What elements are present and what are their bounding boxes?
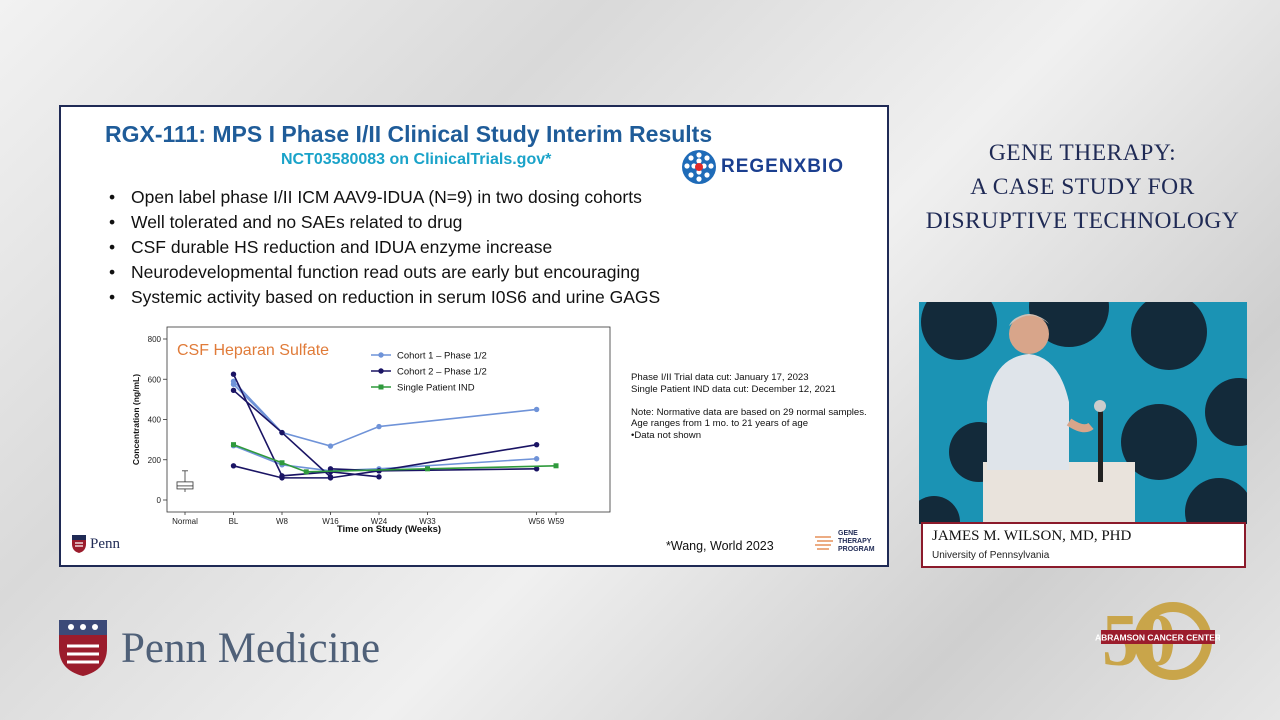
x-axis-label: Time on Study (Weeks) [337,524,441,535]
penn-small-logo: Penn [71,534,120,554]
penn-small-text: Penn [90,535,120,552]
note-line: •Data not shown [631,429,702,441]
data-point [279,429,285,436]
data-point [327,443,334,449]
data-point [279,475,285,481]
x-tick-label: Normal [172,517,198,526]
gtp-lines-icon [815,536,833,550]
y-tick-label: 600 [148,375,162,384]
y-tick-label: 400 [148,416,162,425]
plot-frame [166,326,611,513]
speaker-video-image [919,302,1247,524]
data-point [230,371,237,377]
cancer-center-text: ABRAMSON CANCER CENTER [1095,633,1220,643]
x-tick-label: W8 [276,517,289,526]
data-point [533,466,540,472]
data-point [425,466,430,472]
y-tick-label: 800 [148,335,162,344]
slide-panel: RGX-111: MPS I Phase I/II Clinical Study… [59,105,889,567]
data-point [303,469,309,475]
x-tick-label: W16 [322,517,339,526]
data-point [327,475,334,481]
penn-medicine-text: Penn Medicine [121,624,381,672]
note-line: Phase I/II Trial data cut: January 17, 2… [631,372,809,383]
gtp-line: THERAPY [838,538,872,545]
legend-label: Cohort 2 – Phase 1/2 [397,367,487,378]
speaker-video [919,302,1247,524]
speaker-org: University of Pennsylvania [932,550,1050,561]
data-point [230,463,237,469]
y-axis-label: Concentration (ng/mL) [131,374,141,465]
gene-therapy-program-logo: GENE THERAPY PROGRAM [813,530,875,554]
normal-box [176,481,194,490]
y-tick-label: 0 [157,496,162,505]
data-point [533,456,540,462]
data-point [231,442,236,448]
note-line [631,395,867,407]
legend-marker [378,368,384,374]
legend-label: Single Patient IND [397,383,475,394]
data-point [230,387,237,394]
y-tick-label: 200 [148,456,162,465]
note-line: Single Patient IND data cut: December 12… [631,383,836,395]
session-title-line: A CASE STUDY FOR [970,174,1195,200]
session-title: GENE THERAPY: A CASE STUDY FOR DISRUPTIV… [905,136,1260,238]
abramson-cancer-center-50-logo: 50 ABRAMSON CANCER CENTER [1095,600,1220,682]
data-point [376,423,382,430]
penn-medicine-logo: Penn Medicine [57,618,380,678]
csf-heparan-sulfate-chart: 0 200 400 600 800 Normal BL W8 W16 W24 W33 W56 W59 Ti… [131,326,611,535]
data-point [376,474,382,480]
legend-marker [378,352,384,358]
session-title-line: DISRUPTIVE TECHNOLOGY [925,208,1240,234]
x-tick-label: W33 [419,517,436,526]
bullet-item: Systemic activity based on reduction in … [109,285,660,310]
regenxbio-logo: REGENXBIO [681,149,844,185]
regenxbio-dots-icon [682,150,716,184]
x-tick-label: W56 [528,517,545,526]
bullet-item: Open label phase I/II ICM AAV9-IDUA (N=9… [109,185,660,210]
gtp-line: GENE [838,530,858,537]
data-point [327,466,334,472]
gtp-text: GENE THERAPY PROGRAM [838,530,875,554]
data-point [553,463,559,469]
note-line: Note: Normative data are based on 29 nor… [631,406,867,418]
chart-title: CSF Heparan Sulfate [177,342,329,359]
trial-notes: Phase I/II Trial data cut: January 17, 2… [631,372,867,441]
bullet-item: Well tolerated and no SAEs related to dr… [109,210,660,235]
x-tick-label: W59 [548,517,565,526]
speaker-name: JAMES M. WILSON, MD, PHD [932,528,1132,544]
penn-shield-icon [72,535,86,553]
x-tick-label: W24 [371,517,388,526]
legend-label: Cohort 1 – Phase 1/2 [397,351,487,362]
slide-title: RGX-111: MPS I Phase I/II Clinical Study… [105,121,713,147]
data-point [230,378,237,384]
x-tick-label: BL [229,517,239,526]
regenxbio-text: REGENXBIO [721,156,845,177]
legend-marker [378,384,384,390]
bullet-item: CSF durable HS reduction and IDUA enzyme… [109,235,660,260]
data-point [279,460,285,466]
penn-medicine-shield-icon [59,620,107,676]
citation: *Wang, World 2023 [666,539,774,553]
data-point [533,441,540,448]
note-line: Age ranges from 1 mo. to 21 years of age [631,418,809,429]
data-point [533,406,540,413]
bullet-list: Open label phase I/II ICM AAV9-IDUA (N=9… [109,185,660,310]
bullet-item: Neurodevelopmental function read outs ar… [109,260,660,285]
session-title-line: GENE THERAPY: [988,140,1177,166]
gtp-line: PROGRAM [838,546,875,553]
speaker-caption: JAMES M. WILSON, MD, PHD University of P… [921,522,1246,568]
slide-subtitle: NCT03580083 on ClinicalTrials.gov* [281,151,552,168]
